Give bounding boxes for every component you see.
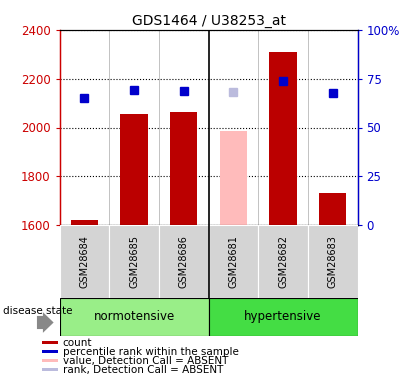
Text: GSM28685: GSM28685 [129, 235, 139, 288]
FancyArrow shape [37, 312, 53, 333]
Bar [270, 52, 297, 225]
Text: GSM28681: GSM28681 [229, 235, 238, 288]
Bar [42, 350, 58, 353]
Text: GSM28684: GSM28684 [79, 235, 90, 288]
Bar [42, 368, 58, 371]
Bar [71, 220, 98, 225]
Bar [109, 225, 159, 298]
Bar [60, 298, 209, 336]
Bar [42, 341, 58, 344]
Text: count: count [63, 338, 92, 348]
Bar [308, 225, 358, 298]
Bar [170, 112, 197, 225]
Text: hypertensive: hypertensive [244, 310, 322, 323]
Bar [208, 225, 258, 298]
Text: GSM28686: GSM28686 [179, 235, 189, 288]
Text: normotensive: normotensive [93, 310, 175, 323]
Text: value, Detection Call = ABSENT: value, Detection Call = ABSENT [63, 356, 228, 366]
Text: GSM28682: GSM28682 [278, 235, 288, 288]
Bar [258, 225, 308, 298]
Text: GSM28683: GSM28683 [328, 235, 338, 288]
Text: disease state: disease state [3, 306, 72, 316]
Title: GDS1464 / U38253_at: GDS1464 / U38253_at [132, 13, 286, 28]
Text: percentile rank within the sample: percentile rank within the sample [63, 347, 239, 357]
Text: rank, Detection Call = ABSENT: rank, Detection Call = ABSENT [63, 365, 223, 375]
Bar [159, 225, 208, 298]
Bar [60, 225, 109, 298]
Bar [220, 131, 247, 225]
Bar [208, 298, 358, 336]
Bar [120, 114, 148, 225]
Bar [42, 359, 58, 362]
Bar [319, 194, 346, 225]
